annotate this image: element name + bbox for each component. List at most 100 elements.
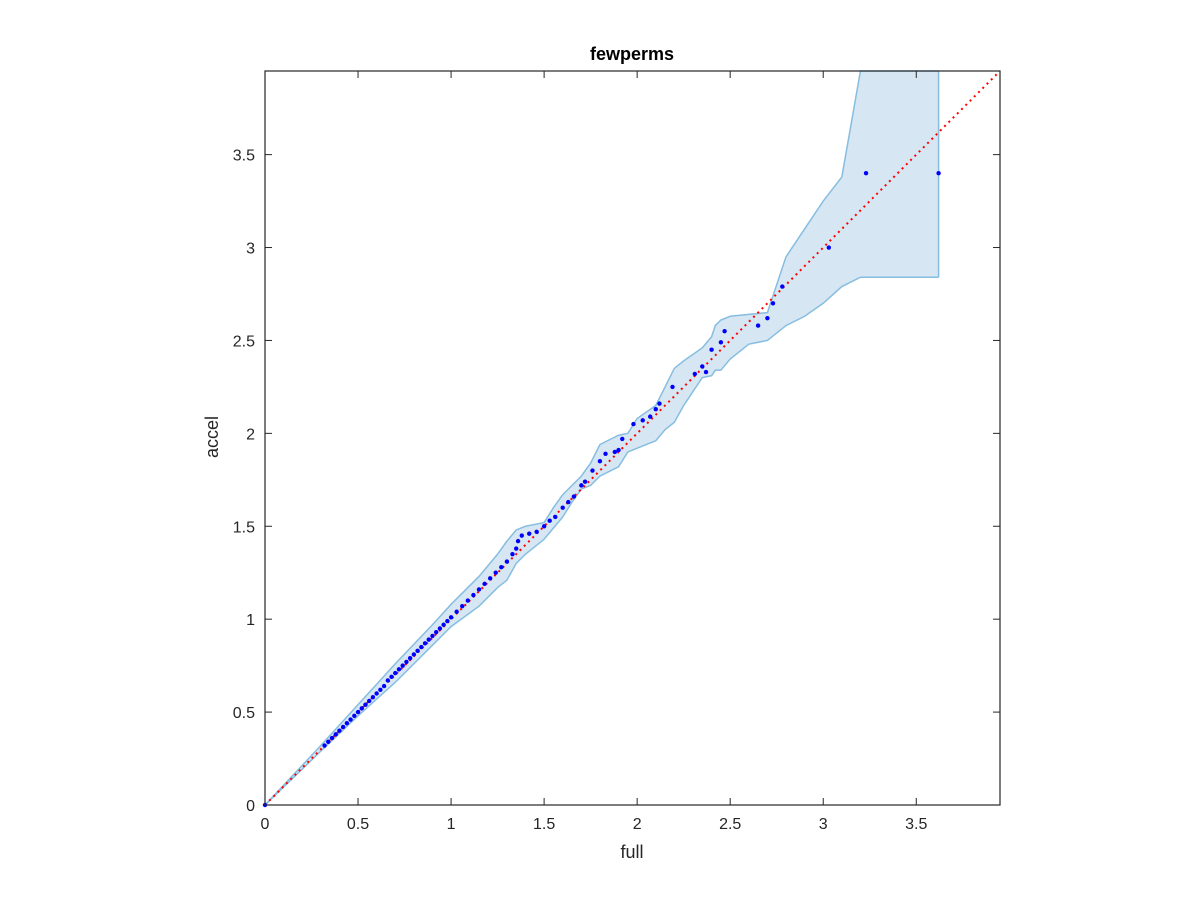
- data-point: [389, 674, 394, 679]
- x-tick-label: 0: [261, 816, 270, 833]
- data-point: [590, 468, 595, 473]
- data-point: [326, 739, 331, 745]
- data-point: [579, 483, 584, 488]
- data-point: [422, 641, 428, 646]
- x-tick-label: 1.5: [533, 816, 555, 833]
- data-point: [515, 538, 521, 544]
- data-point: [370, 695, 376, 700]
- data-point: [597, 459, 603, 464]
- axes-box: [264, 70, 1001, 806]
- data-point: [385, 678, 391, 683]
- y-tick-label: 3.5: [233, 148, 255, 165]
- data-point: [553, 514, 558, 520]
- x-tick-label: 3: [819, 816, 828, 833]
- data-point: [493, 570, 498, 575]
- data-point: [400, 663, 405, 668]
- data-point: [631, 421, 636, 427]
- data-point: [430, 633, 435, 639]
- chart-title: fewperms: [590, 44, 674, 64]
- data-point: [393, 670, 398, 676]
- data-point: [415, 648, 420, 653]
- data-point: [476, 587, 482, 592]
- confidence-band-upper-edge: [264, 70, 939, 806]
- data-point: [514, 546, 519, 551]
- data-point: [504, 559, 510, 564]
- data-point: [441, 622, 446, 627]
- data-point: [340, 724, 346, 730]
- data-point: [936, 171, 941, 176]
- data-point: [333, 732, 338, 737]
- data-point: [445, 618, 450, 624]
- data-point: [519, 533, 524, 538]
- data-point: [582, 479, 588, 484]
- data-point: [770, 301, 776, 306]
- data-point: [510, 551, 515, 557]
- data-point: [620, 436, 625, 442]
- data-point: [616, 447, 621, 453]
- data-point: [381, 683, 387, 689]
- confidence-band-lower-edge: [264, 276, 939, 806]
- data-point: [355, 709, 361, 715]
- data-point: [460, 603, 465, 609]
- data-point: [454, 609, 459, 614]
- data-point: [499, 564, 504, 570]
- data-point: [647, 414, 653, 419]
- data-point: [396, 667, 402, 672]
- data-point: [560, 505, 565, 510]
- data-point: [612, 449, 618, 455]
- data-point: [419, 644, 424, 650]
- data-point: [718, 340, 724, 345]
- data-point: [348, 717, 353, 722]
- y-tick-label: 0: [246, 798, 255, 815]
- data-point: [344, 721, 350, 726]
- identity-line: [264, 70, 1001, 806]
- data-point: [755, 323, 761, 328]
- y-tick-label: 0.5: [233, 705, 255, 722]
- data-point: [566, 499, 571, 505]
- data-point: [407, 656, 413, 661]
- x-tick-label: 1: [447, 816, 456, 833]
- data-point: [322, 743, 327, 748]
- data-point: [571, 494, 577, 499]
- plot-area: 0 0.5 1 1.5 2 2.5 3 3.5 0 0.5 1 1.5 2 2.5 3 3.5: [233, 70, 1001, 833]
- y-tick-label: 2: [246, 426, 255, 443]
- data-point: [541, 524, 547, 529]
- data-point: [337, 728, 342, 733]
- data-point: [692, 371, 698, 377]
- data-point: [653, 406, 658, 412]
- y-axis-label: accel: [202, 416, 222, 458]
- data-point: [465, 598, 471, 603]
- y-tick-label: 1.5: [233, 519, 255, 536]
- data-point: [765, 315, 770, 321]
- x-axis-label: full: [620, 842, 643, 862]
- data-point: [722, 328, 727, 334]
- data-point: [527, 531, 532, 536]
- confidence-band-fill: [265, 71, 939, 805]
- data-point: [437, 626, 443, 631]
- data-point: [352, 713, 357, 719]
- data-point: [657, 401, 662, 406]
- data-point: [367, 698, 372, 704]
- x-tick-label: 2: [633, 816, 642, 833]
- data-point: [670, 384, 675, 390]
- data-point: [826, 245, 832, 250]
- x-tick-label: 2.5: [719, 816, 741, 833]
- data-point: [411, 652, 417, 657]
- data-point: [603, 451, 608, 456]
- data-point: [487, 576, 493, 581]
- data-point: [863, 171, 869, 176]
- data-point: [780, 284, 785, 289]
- data-point: [433, 629, 439, 635]
- data-point: [471, 592, 476, 598]
- data-point: [363, 702, 368, 707]
- data-point: [359, 706, 364, 711]
- data-point: [378, 687, 383, 692]
- data-point: [374, 691, 379, 696]
- data-point: [329, 735, 335, 741]
- data-point: [426, 637, 431, 642]
- data-point: [404, 659, 409, 665]
- data-point: [547, 518, 552, 523]
- x-tick-label: 3.5: [905, 816, 927, 833]
- y-tick-label: 1: [246, 612, 255, 629]
